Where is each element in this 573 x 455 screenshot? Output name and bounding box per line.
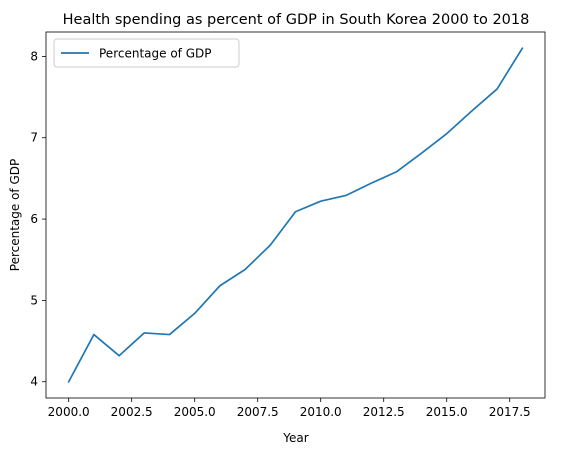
x-tick-label: 2010.0 — [300, 405, 342, 419]
x-axis-label: Year — [282, 431, 308, 445]
x-tick-label: 2000.0 — [48, 405, 90, 419]
x-tick-label: 2005.0 — [174, 405, 216, 419]
y-tick-label: 7 — [30, 131, 38, 145]
y-axis: 4 5 6 7 8 — [30, 49, 46, 389]
legend-entry-label: Percentage of GDP — [99, 47, 211, 61]
y-tick-label: 4 — [30, 375, 38, 389]
y-axis-label: Percentage of GDP — [8, 159, 22, 271]
chart-title: Health spending as percent of GDP in Sou… — [63, 12, 530, 28]
x-tick-label: 2017.5 — [489, 405, 531, 419]
y-tick-label: 6 — [30, 212, 38, 226]
y-tick-label: 5 — [30, 293, 38, 307]
series-layer — [67, 47, 524, 383]
plot-area-frame — [45, 31, 546, 399]
x-tick-label: 2012.5 — [363, 405, 405, 419]
x-axis: 2000.0 2002.5 2005.0 2007.5 2010.0 2012.5 2015… — [48, 398, 531, 419]
x-tick-label: 2002.5 — [111, 405, 153, 419]
legend-box — [53, 38, 240, 68]
y-tick-label: 8 — [30, 49, 38, 63]
legend: Percentage of GDP — [53, 38, 240, 68]
series-line — [67, 47, 524, 383]
x-tick-label: 2007.5 — [237, 405, 279, 419]
x-tick-label: 2015.0 — [426, 405, 468, 419]
